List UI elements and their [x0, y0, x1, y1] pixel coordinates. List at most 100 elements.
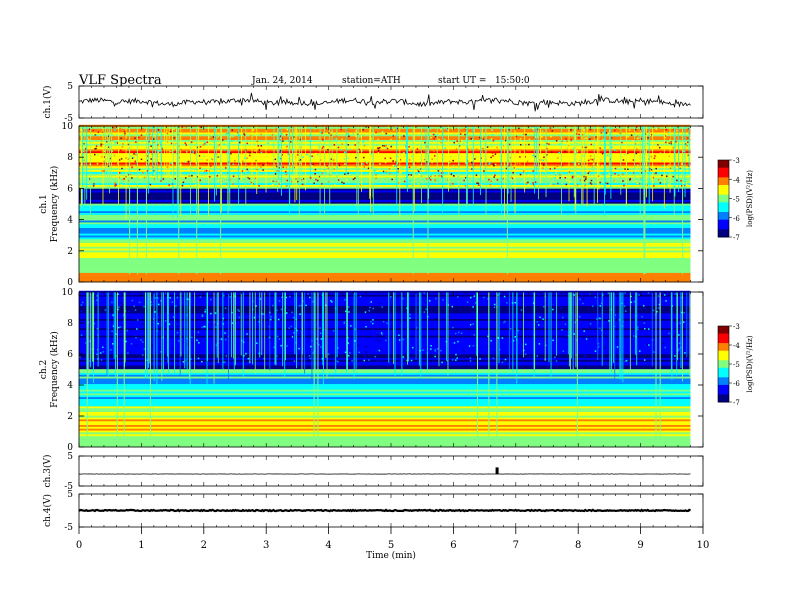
spectrogram-cell: [487, 298, 489, 300]
spectrogram-cell: [244, 157, 246, 159]
spectrogram-cell: [589, 155, 592, 157]
spectrogram-cell: [542, 164, 545, 166]
y-tick-label: 8: [67, 319, 73, 329]
spectrogram-band: [79, 372, 691, 375]
spectrogram-cell: [312, 352, 315, 354]
spectrogram-cell: [644, 170, 647, 172]
spectrogram-cell: [97, 131, 100, 134]
spectrogram-cell: [658, 178, 660, 181]
spectrogram-band: [79, 292, 691, 295]
spectrogram-cell: [255, 311, 258, 314]
spectrogram-cell: [589, 138, 591, 140]
spectrogram-band: [79, 242, 691, 245]
spectrogram-cell: [202, 327, 204, 330]
y-tick-label: 2: [67, 412, 73, 422]
spectrogram-cell: [551, 140, 553, 142]
spectrogram-band: [79, 400, 691, 403]
colorbar-segment: [718, 225, 729, 228]
spectrogram-cell: [468, 158, 471, 161]
spectrogram-cell: [689, 137, 691, 139]
spectrogram-cell: [576, 142, 579, 145]
spectrogram-cell: [102, 346, 104, 349]
spectrogram-cell: [120, 137, 122, 140]
spectrogram-band: [79, 244, 691, 247]
spectrogram-band: [79, 134, 691, 137]
spectrogram-cell: [453, 360, 456, 362]
spectrogram-cell: [128, 155, 130, 157]
spectrogram-cell: [313, 156, 315, 159]
spectrogram-cell: [168, 323, 171, 326]
spectrogram-cell: [309, 324, 312, 327]
spectrogram-cell: [153, 141, 155, 144]
spectrogram-cell: [536, 355, 539, 357]
spectrogram-band: [79, 314, 691, 318]
colorbar-segment: [718, 388, 729, 392]
spectrogram-cell: [357, 296, 359, 299]
spectrogram-cell: [101, 153, 104, 156]
spectrogram-cell: [579, 298, 581, 301]
spectrogram-cell: [671, 165, 674, 168]
spectrogram-cell: [117, 345, 120, 347]
spectrogram-cell: [472, 306, 474, 308]
spectrogram-cell: [282, 166, 284, 169]
spectrogram-cell: [553, 312, 556, 314]
spectrogram-cell: [100, 145, 102, 147]
spectrogram-cell: [199, 167, 201, 169]
spectrogram-cell: [292, 316, 295, 319]
spectrogram-cell: [376, 339, 379, 341]
spectrogram-cell: [225, 355, 228, 357]
spectrogram-cell: [198, 342, 200, 344]
spectrogram-cell: [578, 133, 580, 136]
spectrogram-cell: [124, 132, 126, 135]
spectrogram-band: [79, 387, 691, 390]
spectrogram-cell: [133, 153, 135, 155]
spectrogram-cell: [592, 294, 594, 297]
spectrogram-cell: [160, 351, 162, 353]
spectrogram-cell: [233, 159, 236, 162]
spectrogram-cell: [216, 175, 219, 177]
spectrogram-cell: [581, 154, 583, 157]
spectrogram-band: [79, 352, 691, 355]
spectrogram-band: [79, 182, 691, 185]
spectrogram-cell: [648, 167, 651, 170]
spectrogram-cell: [653, 330, 655, 333]
spectrogram-cell: [258, 352, 261, 355]
spectrogram-cell: [687, 127, 690, 130]
spectrogram-cell: [135, 345, 137, 347]
spectrogram-cell: [297, 149, 299, 151]
spectrogram-cell: [635, 169, 638, 171]
spectrogram-cell: [243, 355, 245, 357]
spectrogram-cell: [591, 293, 593, 295]
spectrogram-cell: [83, 170, 85, 172]
spectrogram-cell: [268, 325, 271, 328]
spectrogram-cell: [551, 351, 554, 353]
spectrogram-band: [79, 437, 691, 440]
spectrogram-cell: [519, 151, 521, 153]
colorbar-segment: [718, 329, 729, 333]
spectrogram-cell: [204, 170, 206, 173]
spectrogram-cell: [493, 303, 496, 306]
spectrogram-cell: [332, 159, 335, 161]
spectrogram-cell: [598, 317, 600, 319]
spectrogram-cell: [493, 176, 495, 178]
x-tick-label: 8: [575, 540, 581, 551]
spectrogram-cell: [677, 149, 679, 152]
spectrogram-cell: [391, 331, 394, 333]
spectrogram-cell: [355, 360, 358, 362]
spectrogram-cell: [435, 359, 437, 362]
spectrogram-cell: [451, 184, 453, 186]
spectrogram-cell: [327, 148, 329, 151]
spectrogram-cell: [668, 332, 670, 335]
spectrogram-cell: [120, 302, 123, 304]
spectrogram-cell: [594, 296, 597, 298]
spectrogram-cell: [614, 314, 617, 316]
colorbar-segment: [718, 160, 729, 163]
spectrogram-cell: [218, 156, 220, 158]
spectrogram-cell: [597, 175, 600, 177]
spectrogram-cell: [532, 129, 535, 131]
spectrogram-cell: [602, 173, 605, 176]
spectrogram-cell: [538, 162, 541, 165]
spectrogram-cell: [422, 349, 424, 351]
spectrogram-cell: [472, 351, 474, 354]
spectrogram-cell: [368, 359, 370, 361]
